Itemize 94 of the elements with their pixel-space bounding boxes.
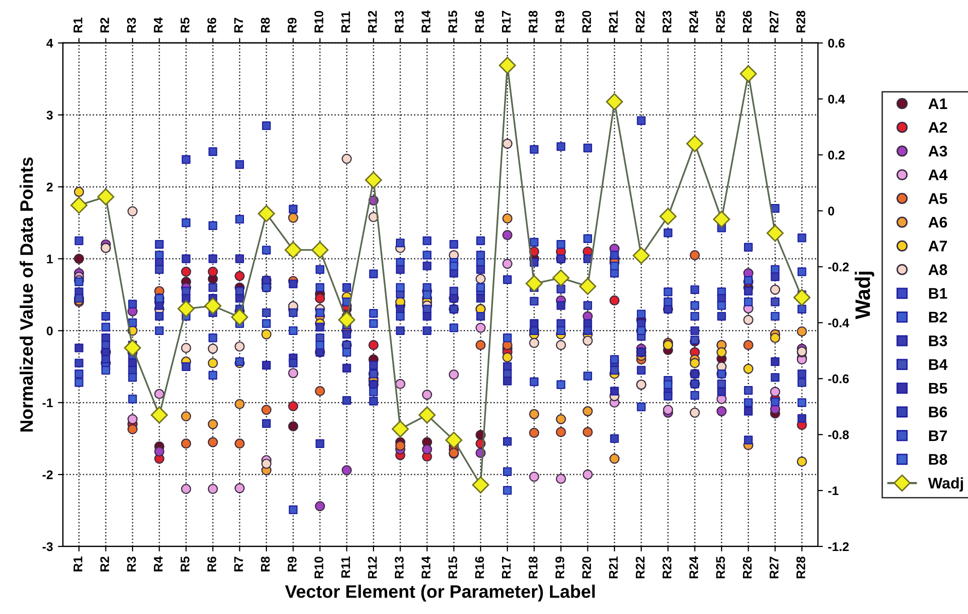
x-axis-title: Vector Element (or Parameter) Label bbox=[285, 584, 595, 602]
x-tick-label: R22 bbox=[636, 556, 644, 578]
category-label: R20 bbox=[582, 10, 592, 32]
x-tick-label: R14 bbox=[422, 556, 430, 578]
category-label: R25 bbox=[716, 10, 725, 32]
category-label: R27 bbox=[770, 10, 778, 32]
category-label: R18 bbox=[528, 10, 538, 32]
x-tick-label: R18 bbox=[528, 556, 538, 578]
y2-tick-label: -0.2 bbox=[828, 262, 849, 272]
category-label: R7 bbox=[234, 18, 243, 32]
category-label: R16 bbox=[475, 10, 484, 32]
y-tick-label: 3 bbox=[46, 110, 53, 120]
category-label: R14 bbox=[422, 10, 430, 32]
category-label: R17 bbox=[502, 10, 511, 32]
x-tick-label: R5 bbox=[180, 556, 190, 572]
y2-tick-label: 0.6 bbox=[828, 38, 845, 48]
category-label: R22 bbox=[636, 10, 644, 32]
x-tick-label: R8 bbox=[260, 556, 270, 572]
legend-label: A1 bbox=[928, 98, 948, 109]
y-tick-label: 4 bbox=[46, 38, 54, 48]
legend-label: B3 bbox=[929, 335, 948, 346]
category-label: R6 bbox=[207, 18, 216, 32]
category-label: R12 bbox=[368, 10, 377, 32]
x-tick-label: R15 bbox=[448, 556, 458, 578]
legend-label: A5 bbox=[928, 193, 948, 204]
legend-label: B8 bbox=[929, 454, 948, 465]
x-tick-label: R21 bbox=[608, 556, 618, 578]
category-label: R5 bbox=[180, 18, 190, 32]
y-tick-label: 2 bbox=[46, 182, 53, 192]
y2-tick-label: 0.2 bbox=[828, 150, 845, 160]
category-label: R13 bbox=[394, 10, 404, 32]
y2-tick-label: -0.8 bbox=[828, 430, 849, 440]
x-tick-label: R24 bbox=[689, 556, 698, 578]
x-tick-label: R1 bbox=[74, 556, 82, 572]
legend-label: B5 bbox=[929, 383, 948, 394]
legend-label: B6 bbox=[929, 406, 948, 418]
legend-label: A2 bbox=[928, 122, 947, 133]
category-label: R24 bbox=[689, 10, 698, 32]
category-label: R3 bbox=[127, 18, 136, 32]
x-tick-label: R28 bbox=[796, 556, 806, 578]
category-label: R4 bbox=[154, 17, 163, 32]
x-tick-label: R16 bbox=[475, 556, 484, 578]
category-label: R1 bbox=[74, 18, 82, 32]
legend-label: A8 bbox=[928, 264, 948, 276]
x-tick-label: R13 bbox=[394, 556, 404, 578]
legend-label: A4 bbox=[928, 170, 948, 180]
x-tick-label: R23 bbox=[662, 556, 672, 578]
category-label: R8 bbox=[260, 18, 270, 32]
x-tick-label: R25 bbox=[716, 556, 725, 578]
x-tick-label: R12 bbox=[368, 556, 377, 578]
category-label: R23 bbox=[662, 10, 672, 32]
x-tick-label: R27 bbox=[770, 556, 778, 578]
category-label: R11 bbox=[341, 11, 350, 32]
y-tick-label: -1 bbox=[42, 398, 53, 408]
category-label: R19 bbox=[555, 10, 564, 32]
category-label: R26 bbox=[742, 10, 752, 32]
y2-tick-label: -0.4 bbox=[828, 318, 850, 328]
x-tick-label: R2 bbox=[100, 556, 109, 572]
legend-label: B2 bbox=[929, 312, 947, 322]
legend-label: A7 bbox=[928, 240, 947, 252]
x-tick-label: R10 bbox=[314, 556, 324, 578]
legend-label: A6 bbox=[928, 216, 948, 228]
x-tick-label: R7 bbox=[234, 556, 243, 572]
category-label: R2 bbox=[100, 18, 109, 32]
y2-tick-label: -1.2 bbox=[828, 542, 849, 551]
x-tick-label: R9 bbox=[288, 556, 297, 572]
y-tick-label: -3 bbox=[42, 542, 53, 552]
category-label: R21 bbox=[608, 10, 618, 32]
x-tick-label: R26 bbox=[742, 556, 752, 578]
y-tick-label: -2 bbox=[42, 470, 53, 480]
x-tick-label: R19 bbox=[555, 556, 564, 578]
y2-tick-label: -1 bbox=[828, 486, 838, 496]
y2-tick-label: 0 bbox=[828, 206, 834, 216]
y2-tick-label: -0.6 bbox=[828, 374, 849, 384]
x-tick-label: R20 bbox=[582, 556, 592, 578]
legend-label: B7 bbox=[929, 430, 947, 441]
x-tick-label: R4 bbox=[154, 556, 163, 572]
legend-label: B1 bbox=[929, 288, 948, 299]
legend-label: A3 bbox=[928, 146, 948, 157]
category-label: R10 bbox=[314, 10, 324, 32]
y-tick-label: 1 bbox=[47, 254, 53, 264]
x-tick-label: R3 bbox=[127, 556, 136, 572]
legend-label: Wadj bbox=[928, 477, 963, 492]
y-axis-title: Normalized Value of Data Points bbox=[20, 157, 33, 432]
x-tick-label: R11 bbox=[341, 556, 350, 578]
x-tick-label: R6 bbox=[207, 556, 216, 572]
y2-tick-label: 0.4 bbox=[828, 94, 845, 104]
category-label: R15 bbox=[448, 10, 458, 32]
category-label: R9 bbox=[288, 18, 297, 32]
y-tick-label: 0 bbox=[46, 326, 53, 336]
x-tick-label: R17 bbox=[502, 556, 511, 578]
legend-label: B4 bbox=[929, 359, 948, 370]
y2-axis-title: Wadj bbox=[854, 272, 874, 320]
category-label: R28 bbox=[796, 10, 806, 32]
